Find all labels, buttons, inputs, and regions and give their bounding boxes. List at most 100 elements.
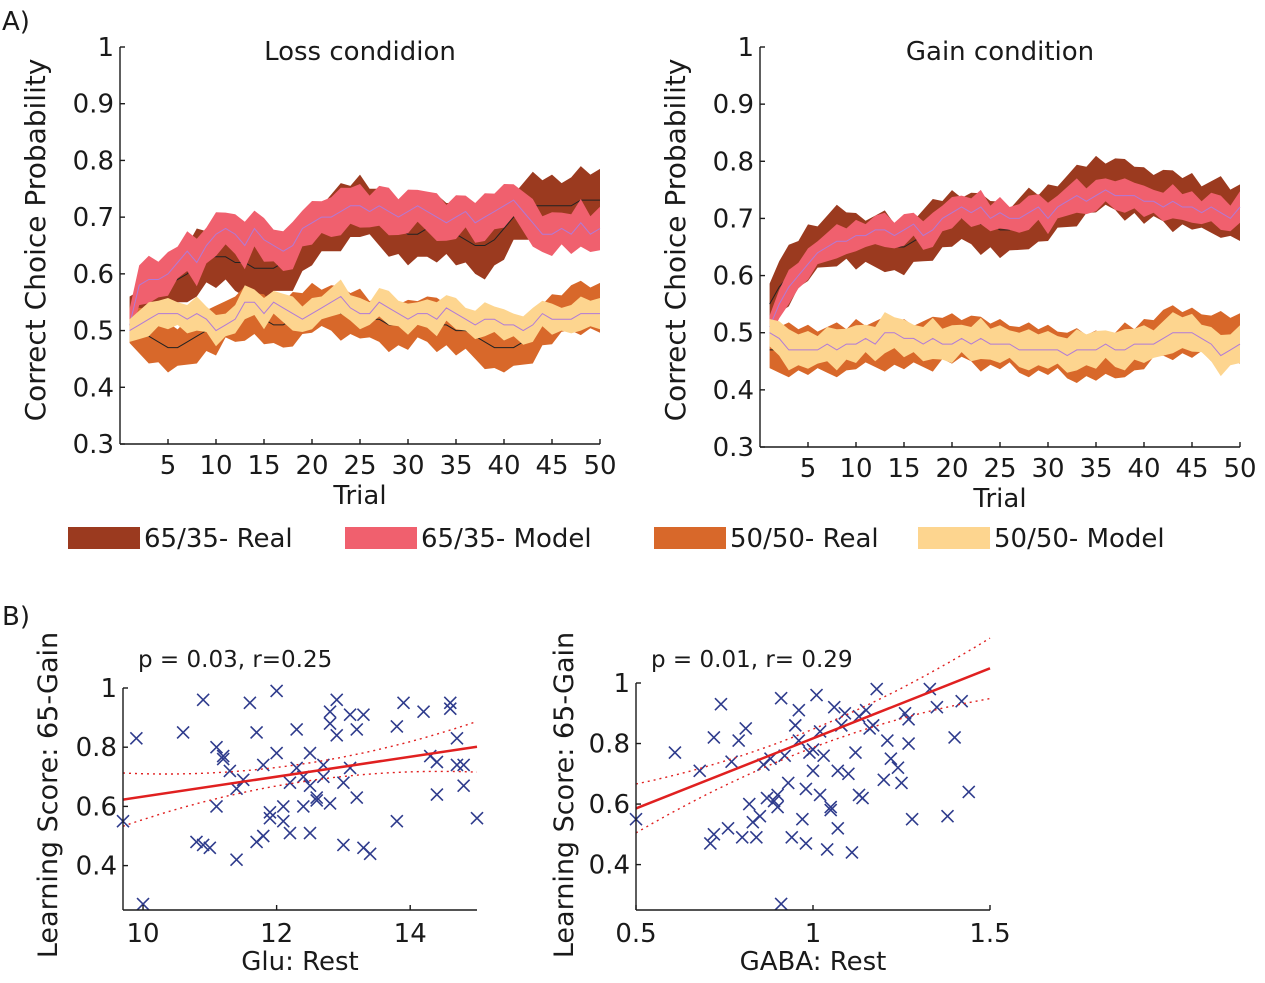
scatter-point (457, 779, 471, 793)
stats-annotation: p = 0.03, r=0.25 (138, 647, 332, 673)
band-2 (769, 178, 1240, 339)
scatter-point (356, 708, 371, 722)
x-tick-label: 1 (805, 919, 822, 949)
scatter-point (880, 733, 894, 748)
y-tick-label: 0.4 (713, 376, 754, 406)
legend-item-4: 50/50- Model (918, 524, 1165, 554)
scatter-point (209, 740, 224, 754)
x-tick-label: 40 (1127, 454, 1160, 484)
y-tick-label: 0.3 (713, 433, 754, 463)
scatter-point (824, 803, 838, 817)
scatter-point (894, 776, 909, 790)
scatter-point (806, 743, 820, 757)
scatter-point (809, 688, 824, 702)
scatter-point (838, 706, 852, 720)
x-tick-label: 35 (439, 451, 472, 481)
band-2 (129, 184, 600, 341)
scatter-point (813, 788, 827, 802)
x-tick-label: 0.5 (615, 919, 656, 949)
scatter-point (276, 814, 290, 828)
scatter-point (236, 773, 250, 787)
gaba-scatter-chart: 0.4 0.6 0.8 1 0.5 1 1.5 p = 0.01, r= 0.29 GABA: … (549, 632, 1011, 977)
scatter-point (457, 758, 471, 772)
legend-swatch (68, 527, 140, 549)
scatter-point (693, 764, 707, 778)
scatter-point (343, 708, 357, 722)
scatter-point (270, 746, 284, 760)
scatter-point (870, 682, 884, 696)
scatter-point (390, 719, 404, 734)
y-tick-label: 1 (737, 33, 754, 63)
scatter-point (905, 812, 919, 826)
y-tick-label: 0.8 (589, 730, 630, 760)
y-tick-label: 0.8 (713, 147, 754, 177)
scatter-point (799, 782, 813, 796)
scatter-point (848, 746, 863, 760)
scatter-point (845, 845, 859, 860)
scatter-point (196, 693, 210, 707)
y-tick-label: 0.8 (76, 733, 117, 763)
scatter-point (443, 696, 457, 710)
scatter-point (430, 787, 444, 802)
x-tick-label: 35 (1079, 454, 1112, 484)
scatter-point (283, 826, 297, 840)
x-tick-label: 25 (343, 451, 376, 481)
scatter-point (859, 703, 873, 717)
scatter-point (930, 700, 944, 714)
x-axis-label: Glu: Rest (241, 947, 359, 977)
y-axis-label: Learning Score: 65-Gain (33, 632, 64, 958)
scatter-point (189, 835, 204, 849)
y-axis-label: Correct Choice Probability (659, 59, 692, 422)
scatter-point (229, 853, 244, 867)
scatter-point (350, 790, 364, 805)
scatter-point (760, 791, 774, 805)
scatter-point (841, 767, 855, 781)
x-tick-label: 25 (983, 454, 1016, 484)
mean-line-4 (769, 332, 1241, 357)
y-tick-label: 0.9 (713, 90, 754, 120)
legend-label: 65/35- Model (421, 524, 592, 554)
scatter-point (250, 725, 264, 739)
x-tick-label: 14 (394, 919, 427, 949)
scatter-point (813, 724, 827, 738)
scatter-point (336, 838, 350, 852)
scatter-point (229, 782, 244, 796)
scatter-point (129, 731, 143, 745)
scatter-point (216, 752, 230, 766)
scatter-point (898, 706, 912, 720)
scatter-point (940, 809, 955, 823)
scatter-point (363, 847, 377, 861)
scatter-point (817, 749, 831, 763)
legend-swatch (345, 527, 417, 549)
scatter-point (799, 836, 813, 850)
x-tick-label: 10 (199, 451, 232, 481)
scatter-point (303, 826, 317, 840)
x-tick-label: 15 (887, 454, 920, 484)
ci-line-lower (122, 770, 478, 827)
scatter-point (721, 821, 735, 835)
ci-line-upper (122, 720, 478, 775)
scatter-point (450, 731, 464, 745)
x-tick-label: 50 (1223, 454, 1256, 484)
scatter-point (955, 694, 969, 708)
scatter-point (303, 779, 317, 793)
x-tick-label: 5 (800, 454, 817, 484)
scatter-point (703, 836, 717, 850)
mean-line-2 (769, 189, 1241, 328)
chart-title: Loss condidion (264, 37, 456, 67)
scatter-point (820, 842, 834, 857)
scatter-point (767, 794, 781, 808)
scatter-point (276, 799, 290, 813)
y-axis-label: Correct Choice Probability (19, 59, 52, 422)
scatter-point (270, 684, 284, 698)
scatter-point (330, 728, 344, 742)
scatter-point (877, 773, 891, 787)
legend-item-3: 50/50- Real (654, 524, 879, 554)
scatter-point (223, 764, 237, 778)
chart-title: Gain condition (906, 37, 1094, 67)
scatter-point (668, 746, 682, 760)
scatter-point (902, 736, 916, 751)
scatter-point (962, 785, 976, 799)
scatter-point (824, 800, 838, 814)
